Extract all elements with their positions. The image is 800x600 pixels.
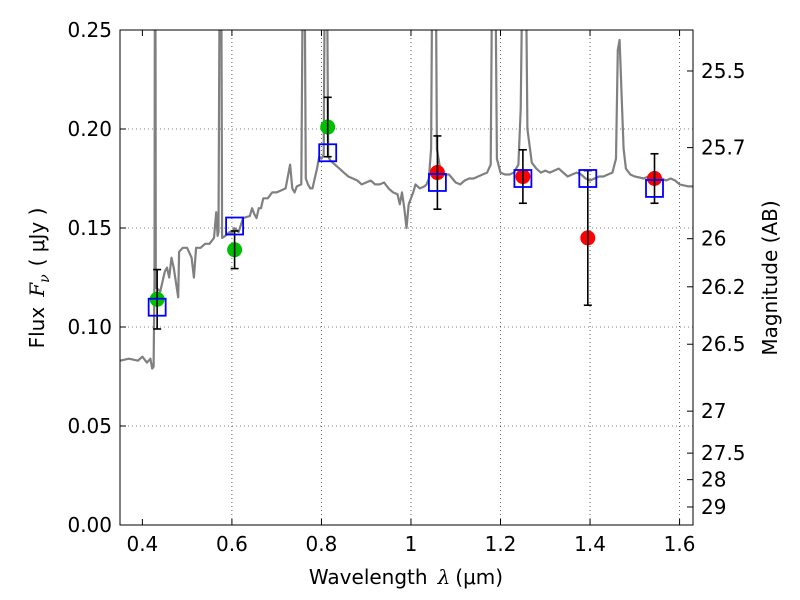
right-tick-label: 25.5 [701,59,746,83]
x-axis-label: Wavelength λ (μm) [309,565,503,589]
x-axis-ticks: 0.4 0.6 0.8 1 1.2 1.4 1.6 [126,30,695,556]
model-square-marker [578,169,598,188]
right-tick-label: 25.7 [701,136,746,160]
y-axis-label-text: Flux [25,307,49,349]
y-axis-label-subscript: ν [37,274,53,283]
y-axis-label-symbol: F [25,282,49,298]
right-tick-label: 29 [701,495,726,519]
y-tick-label: 0.15 [67,216,112,240]
plot-frame [119,29,694,526]
right-tick-label: 28 [701,468,726,492]
data-markers [147,96,664,330]
x-tick-label: 1 [405,532,418,556]
x-tick-label: 0.8 [306,532,338,556]
x-axis-label-unit: (μm) [455,565,503,589]
model-square-marker [318,143,338,163]
spectrum-line [120,30,693,370]
right-axis-ticks: 25.5 25.7 26 26.2 26.5 27 27.5 28 29 [687,59,746,519]
x-tick-label: 0.6 [216,532,248,556]
x-tick-label: 1.2 [485,532,517,556]
model-square-marker [225,216,245,236]
x-tick-label: 1.6 [664,532,696,556]
model-square-marker [147,297,167,317]
x-tick-label: 0.4 [126,532,158,556]
y-tick-label: 0.25 [67,18,112,42]
model-square-marker [513,169,533,188]
y-tick-label: 0.00 [67,513,112,537]
y-tick-label: 0.20 [67,117,112,141]
right-tick-label: 26 [701,227,726,251]
x-axis-label-symbol: λ [437,565,451,589]
model-square-marker [645,178,664,198]
right-tick-label: 27.5 [701,441,746,465]
y-axis-ticks: 0.00 0.05 0.10 0.15 0.20 0.25 [67,18,126,537]
y-tick-label: 0.05 [67,414,112,438]
right-axis-label: Magnitude (AB) [758,200,782,355]
x-axis-label-text: Wavelength [309,565,428,589]
right-tick-label: 26.2 [701,275,746,299]
right-tick-label: 26.5 [701,332,746,356]
right-tick-label: 27 [701,399,726,423]
x-tick-label: 1.4 [574,532,606,556]
grid-lines [120,30,693,525]
model-square-marker [427,173,447,192]
y-axis-label-unit: ( μJy ) [25,208,49,267]
y-axis-label: Flux Fν ( μJy ) [25,208,53,349]
model-spectrum [120,30,693,370]
y-tick-label: 0.10 [67,315,112,339]
